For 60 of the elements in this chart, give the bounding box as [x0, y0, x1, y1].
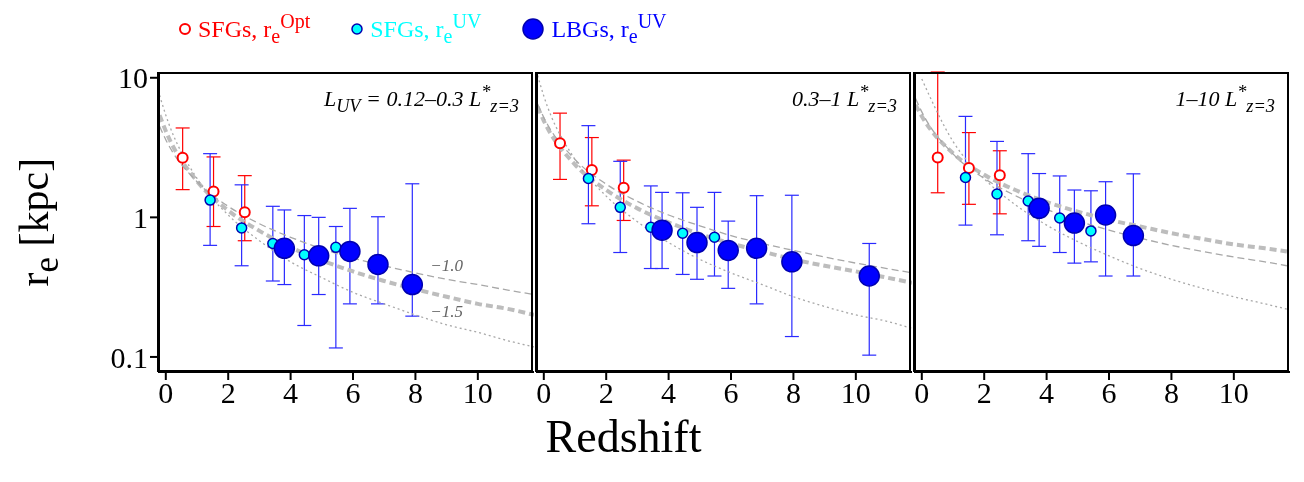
x-tick-label: 2 [976, 376, 992, 410]
x-tick-label: 0 [914, 376, 930, 410]
line-series [158, 113, 534, 317]
point [617, 181, 630, 194]
point [931, 151, 944, 164]
point [993, 169, 1006, 182]
y-tick-label: 0.1 [110, 340, 148, 374]
x-tick-label: 4 [1039, 376, 1055, 410]
point [959, 171, 972, 184]
point [339, 240, 361, 263]
point [1122, 224, 1145, 247]
point [745, 237, 768, 260]
x-tick-label: 6 [723, 376, 739, 410]
point [1053, 212, 1066, 224]
point [1063, 212, 1086, 234]
x-tick-label: 4 [283, 376, 299, 410]
x-tick-label: 10 [462, 376, 493, 410]
x-tick-label: 8 [785, 376, 801, 410]
series-label: −1.5 [430, 301, 463, 321]
point [585, 164, 598, 177]
series-label: −1.0 [430, 256, 464, 276]
point [238, 206, 251, 219]
x-tick-label: 10 [840, 376, 871, 410]
point [367, 253, 389, 276]
y-tick-label: 10 [118, 61, 148, 95]
point [176, 151, 189, 164]
point [651, 219, 673, 241]
x-tick-label: 6 [1101, 376, 1117, 410]
point [307, 245, 330, 267]
x-tick-label: 0 [536, 376, 552, 410]
x-tick-label: 10 [1218, 376, 1249, 410]
x-tick-label: 4 [661, 376, 677, 410]
x-axis-title: Redshift [544, 410, 703, 463]
point [1028, 197, 1050, 220]
point [1094, 204, 1117, 226]
x-tick-label: 2 [220, 376, 236, 410]
point [273, 237, 296, 260]
point [582, 172, 595, 185]
x-tick-label: 0 [158, 376, 174, 410]
point [614, 201, 626, 214]
point [1085, 225, 1097, 237]
point [708, 231, 721, 244]
point [686, 231, 708, 254]
point [330, 241, 342, 254]
point [781, 251, 803, 273]
point [962, 161, 975, 174]
point [991, 188, 1003, 200]
x-tick-label: 2 [598, 376, 614, 410]
x-tick-label: 8 [1163, 376, 1179, 410]
x-tick-label: 8 [407, 376, 423, 410]
y-tick-label: 1 [133, 201, 148, 235]
point [204, 194, 216, 206]
point [554, 137, 567, 150]
point [858, 265, 880, 287]
point [717, 239, 739, 262]
x-tick-label: 6 [345, 376, 361, 410]
line-series [158, 94, 534, 348]
point [676, 227, 689, 239]
point [401, 273, 424, 296]
point [235, 222, 248, 234]
